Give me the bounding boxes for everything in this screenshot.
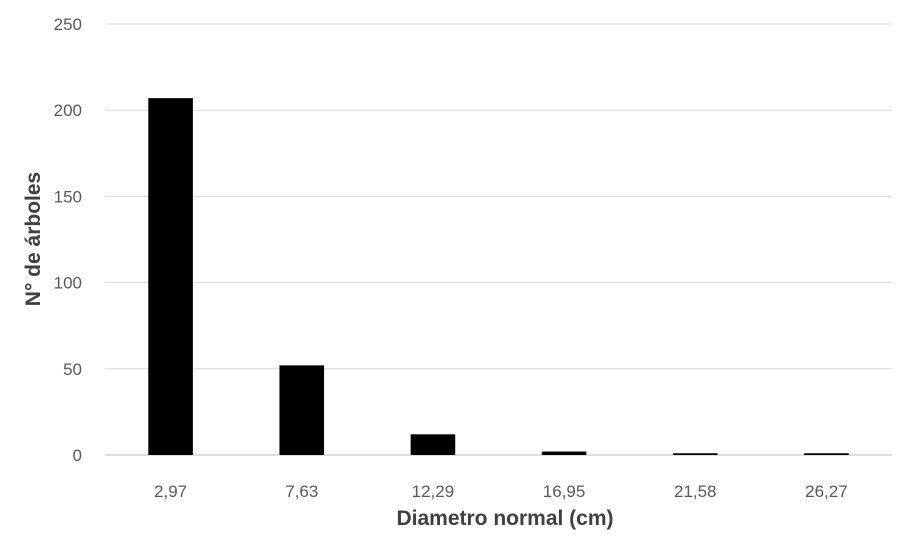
x-tick-label: 26,27 [805, 482, 848, 501]
y-tick-label: 50 [63, 360, 82, 379]
y-tick-labels: 0 50 100 150 200 250 [54, 15, 82, 465]
x-tick-label: 12,29 [412, 482, 455, 501]
y-axis-title: N° de árboles [22, 172, 45, 306]
bar-2 [410, 434, 456, 455]
x-axis-title: Diametro normal (cm) [396, 507, 613, 530]
x-tick-labels: 2,97 7,63 12,29 16,95 21,58 26,27 [154, 482, 848, 501]
x-tick-label: 16,95 [543, 482, 586, 501]
bar-4 [672, 453, 718, 455]
x-tick-label: 2,97 [154, 482, 187, 501]
y-tick-label: 150 [54, 187, 82, 206]
bar-5 [804, 453, 849, 455]
x-tick-label: 21,58 [674, 482, 717, 501]
bar-3 [541, 451, 587, 455]
bars [148, 98, 849, 455]
y-tick-label: 0 [73, 446, 82, 465]
y-tick-label: 200 [54, 101, 82, 120]
x-tick-label: 7,63 [285, 482, 318, 501]
y-tick-label: 250 [54, 15, 82, 34]
bar-1 [279, 365, 325, 455]
y-tick-label: 100 [54, 274, 82, 293]
grid-lines [105, 23, 892, 456]
bar-0 [148, 98, 193, 455]
